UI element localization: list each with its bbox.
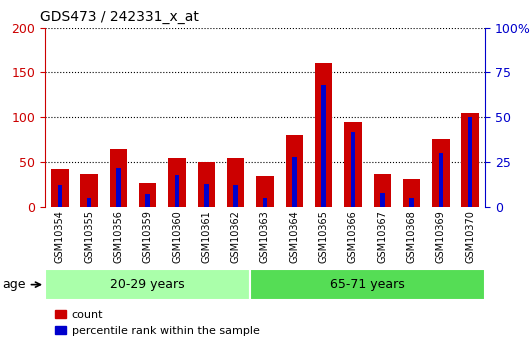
Bar — [263, 198, 267, 207]
Text: GSM10362: GSM10362 — [231, 210, 241, 263]
Bar — [110, 149, 127, 207]
Bar — [87, 198, 91, 207]
Text: 20-29 years: 20-29 years — [110, 278, 185, 291]
Bar — [432, 139, 450, 207]
Bar — [410, 198, 414, 207]
Text: GDS473 / 242331_x_at: GDS473 / 242331_x_at — [40, 10, 199, 24]
Bar — [58, 186, 62, 207]
Text: GSM10369: GSM10369 — [436, 210, 446, 263]
Text: GSM10355: GSM10355 — [84, 210, 94, 263]
Bar — [403, 179, 420, 207]
Text: GSM10367: GSM10367 — [377, 210, 387, 263]
Bar — [462, 113, 479, 207]
Bar — [139, 183, 156, 207]
Bar — [256, 176, 274, 207]
Text: 65-71 years: 65-71 years — [330, 278, 405, 291]
Text: GSM10359: GSM10359 — [143, 210, 153, 263]
Bar — [351, 132, 355, 207]
Text: GSM10368: GSM10368 — [407, 210, 417, 263]
Bar — [198, 162, 215, 207]
Bar — [175, 175, 179, 207]
Legend: count, percentile rank within the sample: count, percentile rank within the sample — [50, 306, 264, 340]
Bar — [168, 158, 186, 207]
Bar — [146, 195, 150, 207]
Bar — [292, 157, 296, 207]
Bar — [45, 269, 250, 300]
Text: GSM10365: GSM10365 — [319, 210, 329, 263]
Text: GSM10354: GSM10354 — [55, 210, 65, 263]
Text: age: age — [2, 278, 40, 291]
Bar — [344, 122, 362, 207]
Bar — [322, 85, 326, 207]
Bar — [204, 184, 208, 207]
Bar — [374, 174, 391, 207]
Text: GSM10370: GSM10370 — [465, 210, 475, 263]
Text: GSM10363: GSM10363 — [260, 210, 270, 263]
Bar — [286, 135, 303, 207]
Text: GSM10356: GSM10356 — [113, 210, 123, 263]
Bar — [227, 158, 244, 207]
Bar — [80, 174, 98, 207]
Bar — [51, 169, 68, 207]
Text: GSM10361: GSM10361 — [201, 210, 211, 263]
Text: GSM10364: GSM10364 — [289, 210, 299, 263]
Bar — [439, 153, 443, 207]
Bar — [250, 269, 485, 300]
Bar — [315, 63, 332, 207]
Bar — [468, 117, 472, 207]
Bar — [380, 193, 384, 207]
Bar — [116, 168, 120, 207]
Bar — [234, 186, 238, 207]
Text: GSM10366: GSM10366 — [348, 210, 358, 263]
Text: GSM10360: GSM10360 — [172, 210, 182, 263]
